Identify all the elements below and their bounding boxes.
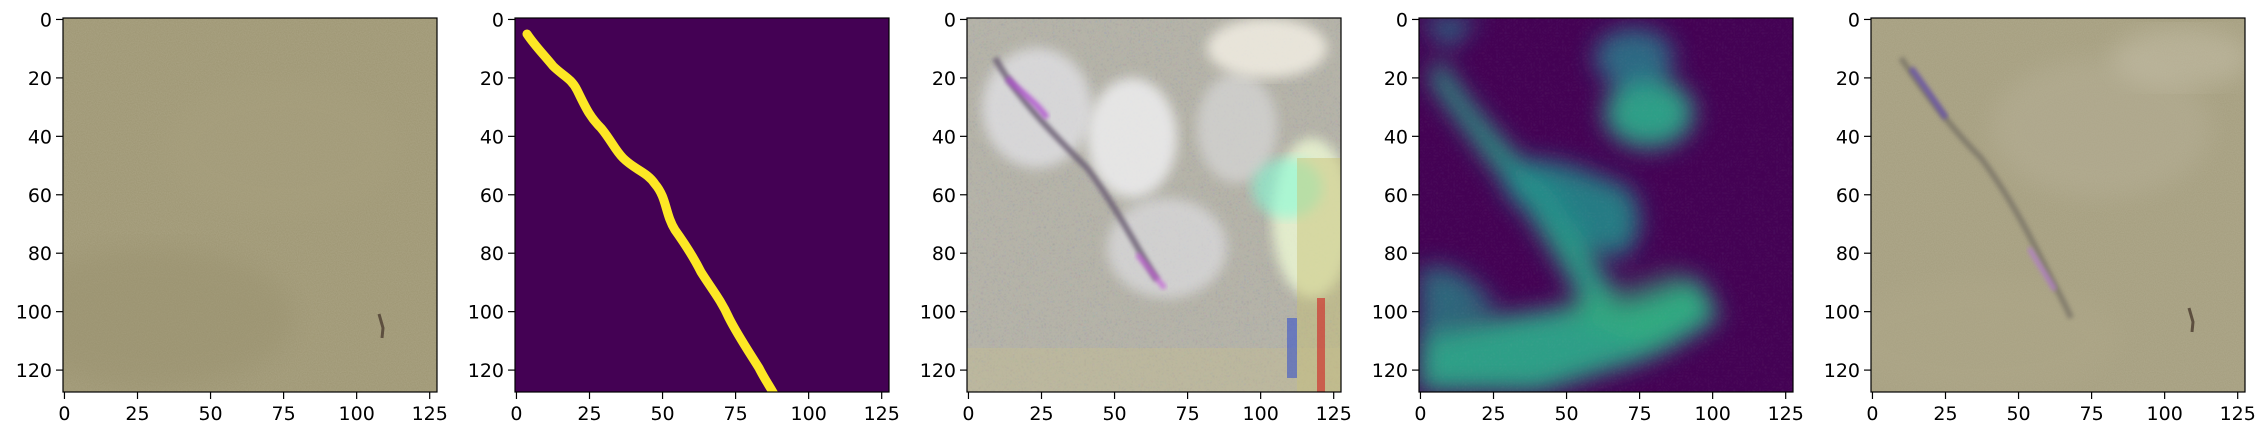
y-tick-label: 120 [468,360,504,382]
y-tick-label: 120 [920,360,956,382]
x-tick-label: 100 [339,403,375,425]
axes-layer: 0 25 50 75 100 125 0 20 40 60 80 100 120 0 25 50 75 100 12… [16,9,2256,425]
x-tick-label: 25 [1481,403,1505,425]
y-tick-label: 80 [480,243,504,265]
y-tick-label: 100 [1372,302,1408,324]
axes-frame [966,17,1342,393]
x-tick-label: 25 [1933,403,1957,425]
y-tick-label: 40 [1384,126,1408,148]
x-tick-label: 125 [1768,403,1804,425]
y-tick-label: 40 [480,126,504,148]
panel-4-axes: 0 25 50 75 100 125 0 20 40 60 80 100 120 [1372,9,1804,425]
y-tick-label: 100 [1824,302,1860,324]
y-tick-label: 60 [1836,185,1860,207]
y-tick-label: 0 [1396,9,1408,31]
x-tick-label: 25 [577,403,601,425]
x-tick-label: 0 [1866,403,1878,425]
y-tick-label: 20 [480,68,504,90]
y-tick-label: 20 [28,68,52,90]
y-tick-label: 100 [468,302,504,324]
panel-3-axes: 0 25 50 75 100 125 0 20 40 60 80 100 120 [920,9,1352,425]
axes-frame [1418,17,1794,393]
panel-5 [1871,18,2245,392]
axes-frame [514,17,890,393]
x-tick-label: 100 [2147,403,2183,425]
panel-4-image [1419,18,1793,392]
y-tick-label: 20 [932,68,956,90]
x-tick-label: 100 [1243,403,1279,425]
y-tick-label: 20 [1836,68,1860,90]
panel-1 [63,18,437,392]
y-tick-label: 120 [1372,360,1408,382]
x-tick-label: 75 [1628,403,1652,425]
axes-frame [1870,17,2246,393]
x-tick-label: 25 [1029,403,1053,425]
y-tick-label: 40 [1836,126,1860,148]
panel-1-axes: 0 25 50 75 100 125 0 20 40 60 80 100 120 [16,9,448,425]
panel-3 [967,18,1341,392]
panel-5-image [1871,18,2245,392]
x-tick-label: 75 [724,403,748,425]
y-tick-label: 20 [1384,68,1408,90]
x-tick-label: 125 [864,403,900,425]
y-tick-label: 60 [1384,185,1408,207]
x-tick-label: 50 [650,403,674,425]
y-tick-label: 60 [28,185,52,207]
y-tick-label: 80 [1384,243,1408,265]
y-tick-label: 40 [28,126,52,148]
panel-2 [515,18,889,392]
x-tick-label: 25 [125,403,149,425]
y-tick-label: 100 [16,302,52,324]
x-tick-label: 50 [1102,403,1126,425]
y-tick-label: 120 [16,360,52,382]
x-tick-label: 75 [2080,403,2104,425]
x-tick-label: 125 [2220,403,2256,425]
panel-4 [1419,18,1793,392]
y-tick-label: 40 [932,126,956,148]
x-tick-label: 125 [1316,403,1352,425]
x-tick-label: 75 [272,403,296,425]
x-tick-label: 50 [1554,403,1578,425]
y-tick-label: 80 [932,243,956,265]
y-tick-label: 0 [944,9,956,31]
y-tick-label: 80 [28,243,52,265]
x-tick-label: 0 [1414,403,1426,425]
panel-3-image [967,18,1341,392]
axes-frame [62,17,438,393]
y-tick-label: 100 [920,302,956,324]
x-tick-label: 125 [412,403,448,425]
x-tick-label: 0 [58,403,70,425]
y-tick-label: 60 [480,185,504,207]
x-tick-label: 0 [510,403,522,425]
panel-2-image [515,18,889,392]
y-tick-label: 120 [1824,360,1860,382]
x-tick-label: 75 [1176,403,1200,425]
panel-2-axes: 0 25 50 75 100 125 0 20 40 60 80 100 120 [468,9,900,425]
panel-5-axes: 0 25 50 75 100 125 0 20 40 60 80 100 120 [1824,9,2256,425]
y-tick-label: 0 [1848,9,1860,31]
y-tick-label: 80 [1836,243,1860,265]
y-tick-label: 60 [932,185,956,207]
x-tick-label: 0 [962,403,974,425]
x-tick-label: 50 [2006,403,2030,425]
x-tick-label: 100 [1695,403,1731,425]
panel-1-image [63,18,437,392]
y-tick-label: 0 [40,9,52,31]
x-tick-label: 50 [198,403,222,425]
y-tick-label: 0 [492,9,504,31]
x-tick-label: 100 [791,403,827,425]
